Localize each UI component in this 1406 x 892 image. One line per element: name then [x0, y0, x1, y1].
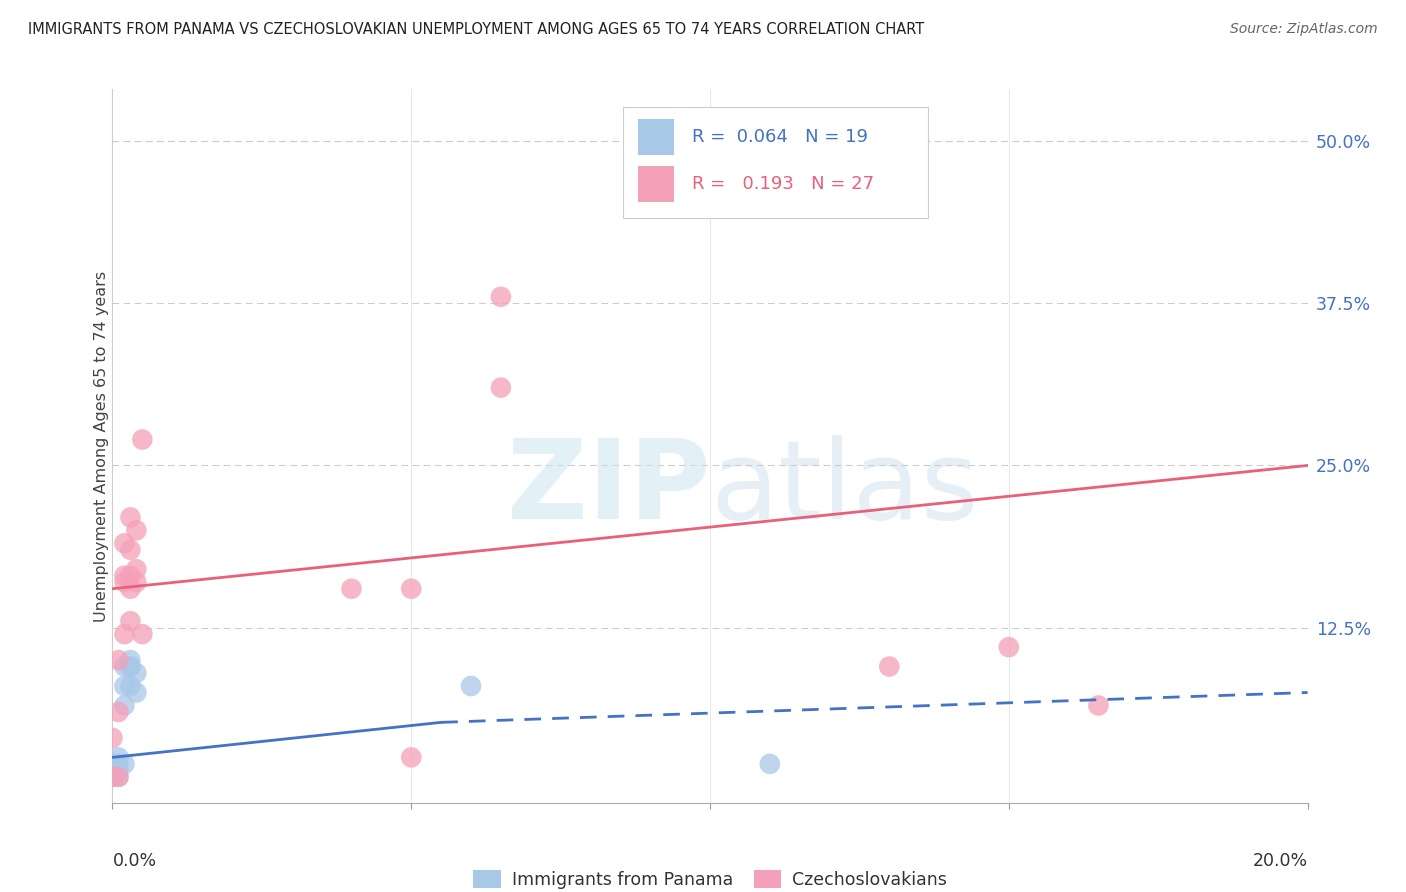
Text: 20.0%: 20.0%	[1253, 852, 1308, 870]
Point	[759, 756, 782, 771]
Point	[340, 582, 363, 596]
Legend: Immigrants from Panama, Czechoslovakians: Immigrants from Panama, Czechoslovakians	[468, 865, 952, 892]
Point	[120, 653, 142, 667]
Text: IMMIGRANTS FROM PANAMA VS CZECHOSLOVAKIAN UNEMPLOYMENT AMONG AGES 65 TO 74 YEARS: IMMIGRANTS FROM PANAMA VS CZECHOSLOVAKIA…	[28, 22, 924, 37]
Point	[107, 705, 129, 719]
Point	[107, 764, 129, 778]
Point	[489, 290, 512, 304]
Point	[114, 575, 135, 590]
Point	[401, 750, 423, 764]
Text: 0.0%: 0.0%	[112, 852, 156, 870]
Point	[101, 731, 124, 745]
Point	[114, 698, 135, 713]
Point	[120, 510, 142, 524]
Point	[125, 524, 148, 538]
Point	[489, 381, 512, 395]
Point	[120, 614, 142, 628]
Point	[460, 679, 482, 693]
Point	[120, 659, 142, 673]
Point	[401, 582, 423, 596]
Y-axis label: Unemployment Among Ages 65 to 74 years: Unemployment Among Ages 65 to 74 years	[94, 270, 108, 622]
Point	[125, 575, 148, 590]
Point	[125, 685, 148, 699]
Point	[120, 679, 142, 693]
Point	[114, 627, 135, 641]
Text: Source: ZipAtlas.com: Source: ZipAtlas.com	[1230, 22, 1378, 37]
Point	[101, 756, 124, 771]
Point	[125, 666, 148, 681]
Point	[114, 756, 135, 771]
Point	[107, 750, 129, 764]
Text: R =   0.193   N = 27: R = 0.193 N = 27	[692, 175, 875, 193]
Point	[877, 659, 901, 673]
Bar	[638, 120, 675, 155]
Text: ZIP: ZIP	[506, 435, 710, 542]
Point	[131, 627, 153, 641]
Point	[114, 568, 135, 582]
Point	[107, 756, 129, 771]
FancyBboxPatch shape	[623, 107, 928, 218]
Point	[107, 770, 129, 784]
Point	[120, 568, 142, 582]
Point	[120, 542, 142, 557]
Point	[120, 582, 142, 596]
Point	[114, 659, 135, 673]
Point	[114, 679, 135, 693]
Text: atlas: atlas	[710, 435, 979, 542]
Point	[107, 770, 129, 784]
Text: R =  0.064   N = 19: R = 0.064 N = 19	[692, 128, 868, 146]
Point	[107, 653, 129, 667]
Bar	[638, 166, 675, 202]
Point	[1087, 698, 1109, 713]
Point	[101, 764, 124, 778]
Point	[125, 562, 148, 576]
Point	[120, 659, 142, 673]
Point	[101, 770, 124, 784]
Point	[998, 640, 1021, 654]
Point	[101, 770, 124, 784]
Point	[131, 433, 153, 447]
Point	[114, 536, 135, 550]
